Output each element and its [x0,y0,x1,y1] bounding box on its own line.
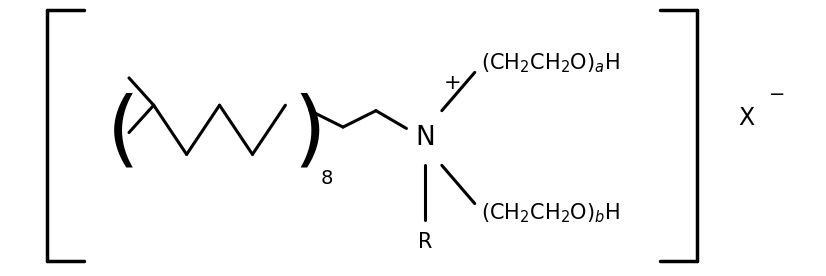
Text: X: X [738,105,754,129]
Text: +: + [444,73,462,93]
Text: 8: 8 [320,169,333,189]
Text: R: R [418,232,433,252]
Text: (: ( [107,92,140,173]
Text: N: N [415,125,435,151]
Text: ): ) [294,92,326,173]
Text: (CH$_2$CH$_2$O)$_b$H: (CH$_2$CH$_2$O)$_b$H [481,201,620,225]
Text: −: − [769,85,785,104]
Text: (CH$_2$CH$_2$O)$_a$H: (CH$_2$CH$_2$O)$_a$H [481,51,620,75]
